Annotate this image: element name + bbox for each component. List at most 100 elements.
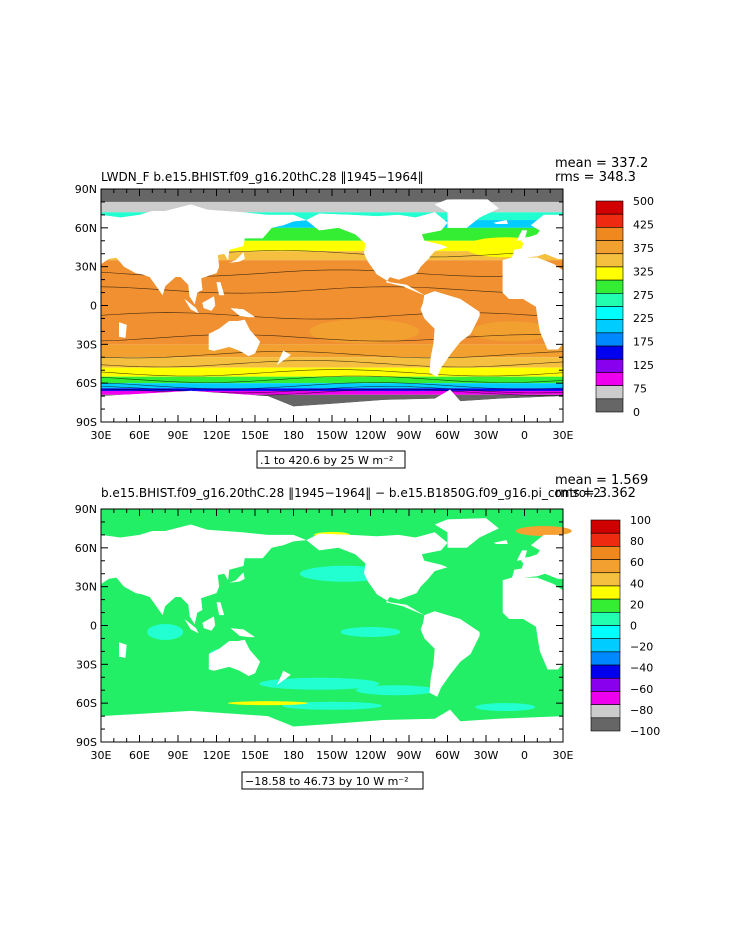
colorbar-swatch xyxy=(595,213,624,228)
field-band xyxy=(101,390,563,395)
x-tick-label: 60W xyxy=(435,429,460,442)
contour-line xyxy=(100,351,564,359)
colorbar-swatch xyxy=(590,572,621,587)
field-band xyxy=(101,367,563,377)
field-patch-negative xyxy=(475,703,536,712)
field-patch-negative xyxy=(356,685,437,696)
colorbar-label: 175 xyxy=(633,336,654,349)
x-tick-label: 30E xyxy=(91,429,112,442)
panel-difference: 90N 60N 30N 0 30S 60S 90S 30E 60E 90E 120E 150E 180… xyxy=(75,473,660,790)
colorbar-label: 375 xyxy=(633,242,654,255)
colorbar-label: 225 xyxy=(633,312,654,325)
x-tick-label: 30E xyxy=(553,749,574,762)
x-tick-label: 150W xyxy=(316,429,348,442)
contour-line xyxy=(100,375,564,383)
colorbar-label: 0 xyxy=(630,620,637,633)
colorbar-swatch xyxy=(595,266,624,281)
x-tick-label: 90W xyxy=(397,429,422,442)
colorbar-swatch xyxy=(595,385,624,400)
y-tick-label: 30N xyxy=(75,261,97,274)
x-tick-label: 30W xyxy=(474,429,499,442)
colorbar-swatch xyxy=(590,612,621,626)
x-tick-label: 30W xyxy=(474,749,499,762)
contour-line xyxy=(100,360,564,368)
colorbar-label: 20 xyxy=(630,598,644,611)
field-band xyxy=(101,376,563,384)
contour-line xyxy=(100,312,564,320)
x-tick-label: 120E xyxy=(203,429,231,442)
y-tick-label: 60N xyxy=(75,222,97,235)
field-patch-negative xyxy=(282,701,382,710)
panel-title: LWDN_F b.e15.BHIST.f09_g16.20thC.28 ‖194… xyxy=(101,170,424,184)
x-tick-label: 90W xyxy=(397,749,422,762)
x-tick-label: 0 xyxy=(521,749,528,762)
colorbar-swatch xyxy=(590,651,621,666)
x-tick-label: 60E xyxy=(129,429,150,442)
axis-ticks xyxy=(100,188,564,423)
colorbar-label: 0 xyxy=(633,406,640,419)
y-tick-label: 30S xyxy=(76,338,97,351)
contour-info-box xyxy=(256,450,406,469)
colorbar-swatch xyxy=(590,559,621,574)
contour-line xyxy=(100,286,564,294)
colorbar-swatch xyxy=(590,625,621,639)
contour-line xyxy=(100,382,564,390)
y-tick-label: 30N xyxy=(75,581,97,594)
x-tick-label: 120W xyxy=(355,429,387,442)
colorbar-label: 500 xyxy=(633,195,654,208)
field-patch xyxy=(471,321,552,342)
y-tick-label: 0 xyxy=(90,620,97,633)
y-tick-label: 30S xyxy=(76,658,97,671)
colorbar-label: 425 xyxy=(633,218,654,231)
field-band xyxy=(101,383,563,389)
y-tick-label: 0 xyxy=(90,300,97,313)
x-tick-label: 60W xyxy=(435,749,460,762)
field-band xyxy=(101,201,563,213)
x-tick-label: 90E xyxy=(168,429,189,442)
field-patch-negative xyxy=(259,677,380,690)
colorbar-swatch xyxy=(590,546,621,560)
x-tick-label: 150W xyxy=(316,749,348,762)
panel-title: b.e15.BHIST.f09_g16.20thC.28 ‖1945−1964‖… xyxy=(101,486,601,500)
colorbar-swatch xyxy=(595,293,624,307)
colorbar-label: 40 xyxy=(630,577,644,590)
colorbar-swatch xyxy=(595,306,624,320)
contour-line xyxy=(100,369,564,377)
colorbar-swatch xyxy=(595,358,624,373)
contour-info: −18.58 to 46.73 by 10 W m⁻² xyxy=(245,775,409,788)
y-tick-label: 90S xyxy=(76,416,97,429)
land-mask xyxy=(101,518,592,742)
y-tick-labels: 90N 60N 30N 0 30S 60S 90S xyxy=(75,503,97,749)
x-tick-label: 180 xyxy=(283,749,304,762)
contour-info: .1 to 420.6 by 25 W m⁻² xyxy=(260,454,393,467)
colorbar-swatch xyxy=(595,372,624,386)
colorbar-swatch xyxy=(590,598,621,613)
x-tick-label: 120E xyxy=(203,749,231,762)
colorbar-swatch xyxy=(595,240,624,255)
field-patch-negative xyxy=(340,626,401,637)
land xyxy=(101,518,592,742)
land-cover xyxy=(101,198,592,422)
panel-lwdn: 90N 60N 30N 0 30S 60S 90S 30E 60E 90E 120E 150E 180… xyxy=(75,156,654,469)
x-tick-label: 30E xyxy=(553,429,574,442)
x-tick-label: 150E xyxy=(241,749,269,762)
x-tick-label: 90E xyxy=(168,749,189,762)
field-band xyxy=(101,240,563,252)
mean-value: mean = 1.569 xyxy=(555,473,648,488)
axis-ticks xyxy=(100,508,564,743)
contour-info-box xyxy=(241,771,424,790)
field-patch-negative xyxy=(147,623,184,640)
y-tick-label: 90N xyxy=(75,183,97,196)
colorbar-swatch xyxy=(595,345,624,360)
y-tick-label: 90S xyxy=(76,736,97,749)
colorbar-label: 75 xyxy=(633,383,647,396)
colorbar-swatch xyxy=(595,200,624,215)
contour-line xyxy=(100,386,564,394)
field-band xyxy=(101,251,563,261)
colorbar-swatch xyxy=(590,664,621,679)
colorbar-label: 100 xyxy=(630,514,651,527)
rms-value: rms = 348.3 xyxy=(555,170,636,185)
colorbar-swatch xyxy=(590,677,621,692)
x-tick-labels: 30E 60E 90E 120E 150E 180 150W 120W 90W 60W 30W 0 30… xyxy=(91,749,574,762)
colorbar-swatch xyxy=(590,585,621,600)
